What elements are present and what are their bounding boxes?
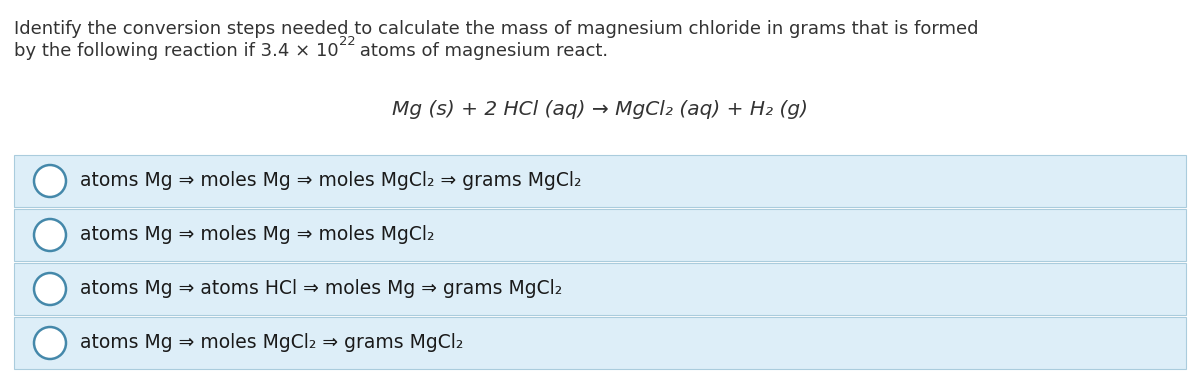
Text: Mg (s) + 2 HCl (aq) → MgCl₂ (aq) + H₂ (g): Mg (s) + 2 HCl (aq) → MgCl₂ (aq) + H₂ (g… (392, 100, 808, 119)
Bar (14, 155, 1186, 207)
Text: atoms Mg ⇒ atoms HCl ⇒ moles Mg ⇒ grams MgCl₂: atoms Mg ⇒ atoms HCl ⇒ moles Mg ⇒ grams … (80, 280, 563, 298)
Text: Identify the conversion steps needed to calculate the mass of magnesium chloride: Identify the conversion steps needed to … (14, 20, 978, 38)
Ellipse shape (34, 327, 66, 359)
Text: atoms Mg ⇒ moles Mg ⇒ moles MgCl₂: atoms Mg ⇒ moles Mg ⇒ moles MgCl₂ (80, 226, 434, 244)
Text: atoms of magnesium react.: atoms of magnesium react. (354, 42, 607, 60)
Text: 22: 22 (338, 35, 355, 48)
Text: atoms Mg ⇒ moles MgCl₂ ⇒ grams MgCl₂: atoms Mg ⇒ moles MgCl₂ ⇒ grams MgCl₂ (80, 333, 463, 353)
Ellipse shape (34, 165, 66, 197)
Bar (14, 209, 1186, 261)
Bar (14, 263, 1186, 315)
Bar (14, 317, 1186, 369)
Ellipse shape (34, 273, 66, 305)
Ellipse shape (34, 219, 66, 251)
Text: atoms Mg ⇒ moles Mg ⇒ moles MgCl₂ ⇒ grams MgCl₂: atoms Mg ⇒ moles Mg ⇒ moles MgCl₂ ⇒ gram… (80, 171, 582, 191)
Text: by the following reaction if 3.4 × 10: by the following reaction if 3.4 × 10 (14, 42, 338, 60)
